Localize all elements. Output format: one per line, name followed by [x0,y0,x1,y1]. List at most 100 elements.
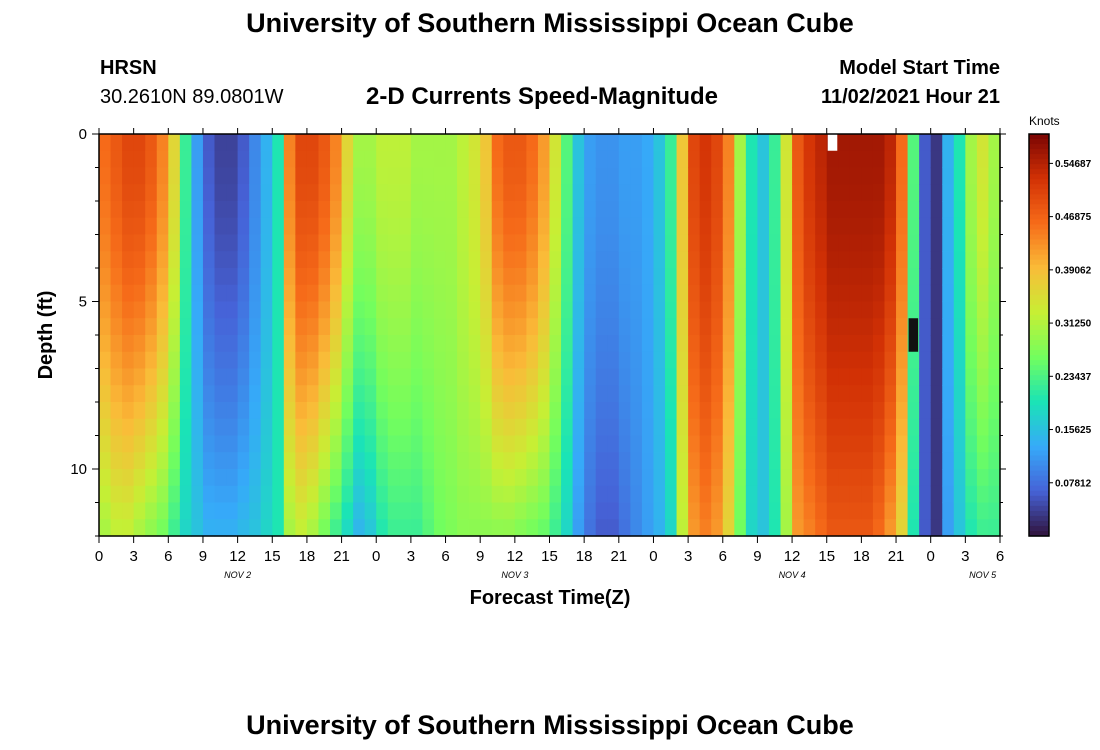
heatmap-cell [988,251,1001,269]
heatmap-cell [757,351,770,370]
heatmap-cell [99,402,112,420]
heatmap-cell [491,435,504,453]
heatmap-cell [988,301,1001,319]
heatmap-cell [676,452,689,470]
heatmap-cell [665,418,678,437]
heatmap-cell [353,217,366,236]
x-tick-label: 21 [333,548,350,565]
heatmap-cell [757,167,770,185]
heatmap-cell [757,201,770,219]
heatmap-cell [919,184,932,202]
heatmap-cell [676,234,689,252]
heatmap-cell [803,234,816,252]
heatmap-cell [514,469,527,487]
heatmap-cell [757,368,770,386]
heatmap-cell [699,435,712,453]
heatmap-cell [168,418,181,437]
heatmap-cell [988,435,1001,453]
heatmap-cell [295,150,308,169]
heatmap-cell [676,368,689,386]
heatmap-cell [433,268,447,286]
heatmap-cell [815,134,828,152]
heatmap-cell [930,452,943,470]
heatmap-cell [491,469,504,487]
heatmap-cell [468,184,481,202]
heatmap-cell [630,502,643,520]
heatmap-cell [133,318,146,336]
heatmap-cell [768,184,782,202]
heatmap-cell [110,318,123,336]
heatmap-cell [584,201,597,219]
heatmap-cell [861,167,874,185]
heatmap-cell [468,301,481,319]
heatmap-cell [480,134,493,152]
heatmap-cell [272,452,285,470]
heatmap-cell [468,284,481,303]
heatmap-cell [734,301,747,319]
colorbar-segment [1029,475,1049,482]
heatmap-cell [376,234,389,252]
heatmap-cell [445,469,458,487]
heatmap-cell [919,485,932,504]
heatmap-cell [976,251,990,269]
heatmap-cell [295,335,308,353]
heatmap-cell [537,318,551,336]
heatmap-cell [826,385,839,403]
heatmap-cell [249,301,262,319]
heatmap-cell [179,452,193,470]
heatmap-cell [179,150,193,169]
heatmap-cell [226,217,239,236]
heatmap-cell [168,251,181,269]
heatmap-cell [422,284,435,303]
colorbar-segment [1029,234,1049,241]
heatmap-cell [618,134,631,152]
colorbar-segment [1029,329,1049,336]
heatmap-cell [387,485,400,504]
heatmap-cell [641,435,655,453]
heatmap-cell [283,485,296,504]
heatmap-cell [595,385,608,403]
heatmap-cell [872,502,886,520]
heatmap-cell [491,301,504,319]
heatmap-cell [711,217,724,236]
heatmap-cell [780,368,793,386]
heatmap-cell [930,268,943,286]
heatmap-cell [884,167,897,185]
colorbar-segment [1029,515,1049,522]
heatmap-cell [156,502,169,520]
heatmap-cell [942,469,955,487]
heatmap-cell [145,284,158,303]
heatmap-cell [711,251,724,269]
colorbar-segment [1029,174,1049,180]
heatmap-cell [341,167,354,185]
heatmap-cell [526,251,539,269]
heatmap-cell [988,184,1001,202]
heatmap-cell [191,150,204,169]
heatmap-cell [191,351,204,370]
heatmap-cell [99,368,112,386]
heatmap-cell [122,201,135,219]
heatmap-cell [976,284,990,303]
heatmap-cell [896,519,909,537]
heatmap-cell [503,251,516,269]
heatmap-cell [722,418,735,437]
heatmap-cell [364,469,377,487]
heatmap-cell [226,435,239,453]
colorbar-segment [1029,405,1049,411]
heatmap-cell [387,469,400,487]
heatmap-cell [757,268,770,286]
heatmap-cell [607,435,620,453]
heatmap-cell [699,150,712,169]
heatmap-cell [376,485,389,504]
heatmap-cell [607,452,620,470]
heatmap-cell [953,368,966,386]
heatmap-cell [202,234,216,252]
heatmap-cell [433,351,447,370]
heatmap-cell [353,402,366,420]
heatmap-cell [780,150,793,169]
heatmap-cell [537,268,551,286]
colorbar-segment [1029,194,1049,200]
colorbar-segment [1029,279,1049,286]
heatmap-cell [826,201,839,219]
x-tick-label: 9 [476,548,484,565]
